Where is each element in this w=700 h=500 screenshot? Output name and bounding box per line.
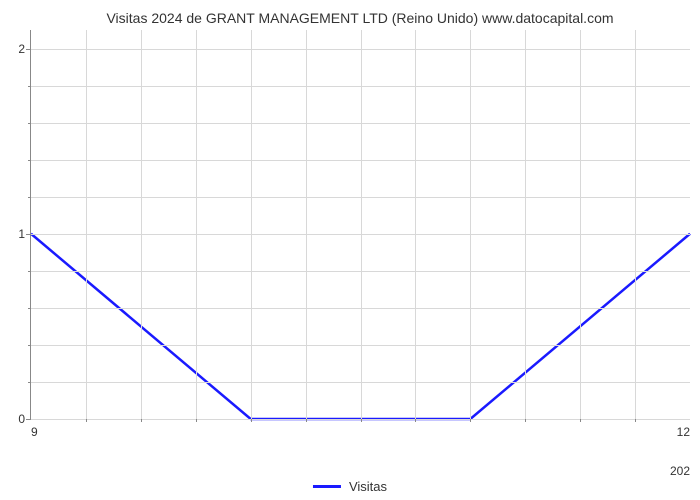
- x-minor-tick: [251, 419, 252, 422]
- legend-swatch: [313, 485, 341, 488]
- chart-title: Visitas 2024 de GRANT MANAGEMENT LTD (Re…: [30, 10, 690, 26]
- grid-line-vertical: [580, 30, 581, 419]
- x-minor-tick: [580, 419, 581, 422]
- chart-container: Visitas 2024 de GRANT MANAGEMENT LTD (Re…: [30, 10, 690, 440]
- x-minor-tick: [196, 419, 197, 422]
- x-minor-tick: [86, 419, 87, 422]
- y-minor-tick: [28, 197, 31, 198]
- y-minor-tick: [28, 86, 31, 87]
- y-minor-tick: [28, 271, 31, 272]
- legend: Visitas: [313, 479, 387, 494]
- x-minor-tick: [415, 419, 416, 422]
- grid-line-vertical: [415, 30, 416, 419]
- y-minor-tick: [28, 160, 31, 161]
- y-minor-tick: [28, 123, 31, 124]
- x-minor-tick: [361, 419, 362, 422]
- y-minor-tick: [28, 382, 31, 383]
- y-minor-tick: [28, 49, 31, 50]
- x-minor-tick: [525, 419, 526, 422]
- x-axis-secondary-label: 202: [670, 440, 690, 478]
- legend-label: Visitas: [349, 479, 387, 494]
- y-tick: [26, 234, 31, 235]
- plot-area: 012912: [30, 30, 690, 420]
- grid-line-vertical: [470, 30, 471, 419]
- grid-line-vertical: [86, 30, 87, 419]
- grid-line-vertical: [525, 30, 526, 419]
- grid-line-vertical: [361, 30, 362, 419]
- x-tick-label-right: 12: [677, 419, 690, 439]
- y-minor-tick: [28, 345, 31, 346]
- x-minor-tick: [141, 419, 142, 422]
- x-minor-tick: [470, 419, 471, 422]
- x-minor-tick: [635, 419, 636, 422]
- grid-line-vertical: [306, 30, 307, 419]
- grid-line-vertical: [635, 30, 636, 419]
- x-minor-tick: [306, 419, 307, 422]
- grid-line-vertical: [251, 30, 252, 419]
- x-tick-label-left: 9: [31, 419, 38, 439]
- grid-line-vertical: [196, 30, 197, 419]
- y-minor-tick: [28, 308, 31, 309]
- grid-line-vertical: [141, 30, 142, 419]
